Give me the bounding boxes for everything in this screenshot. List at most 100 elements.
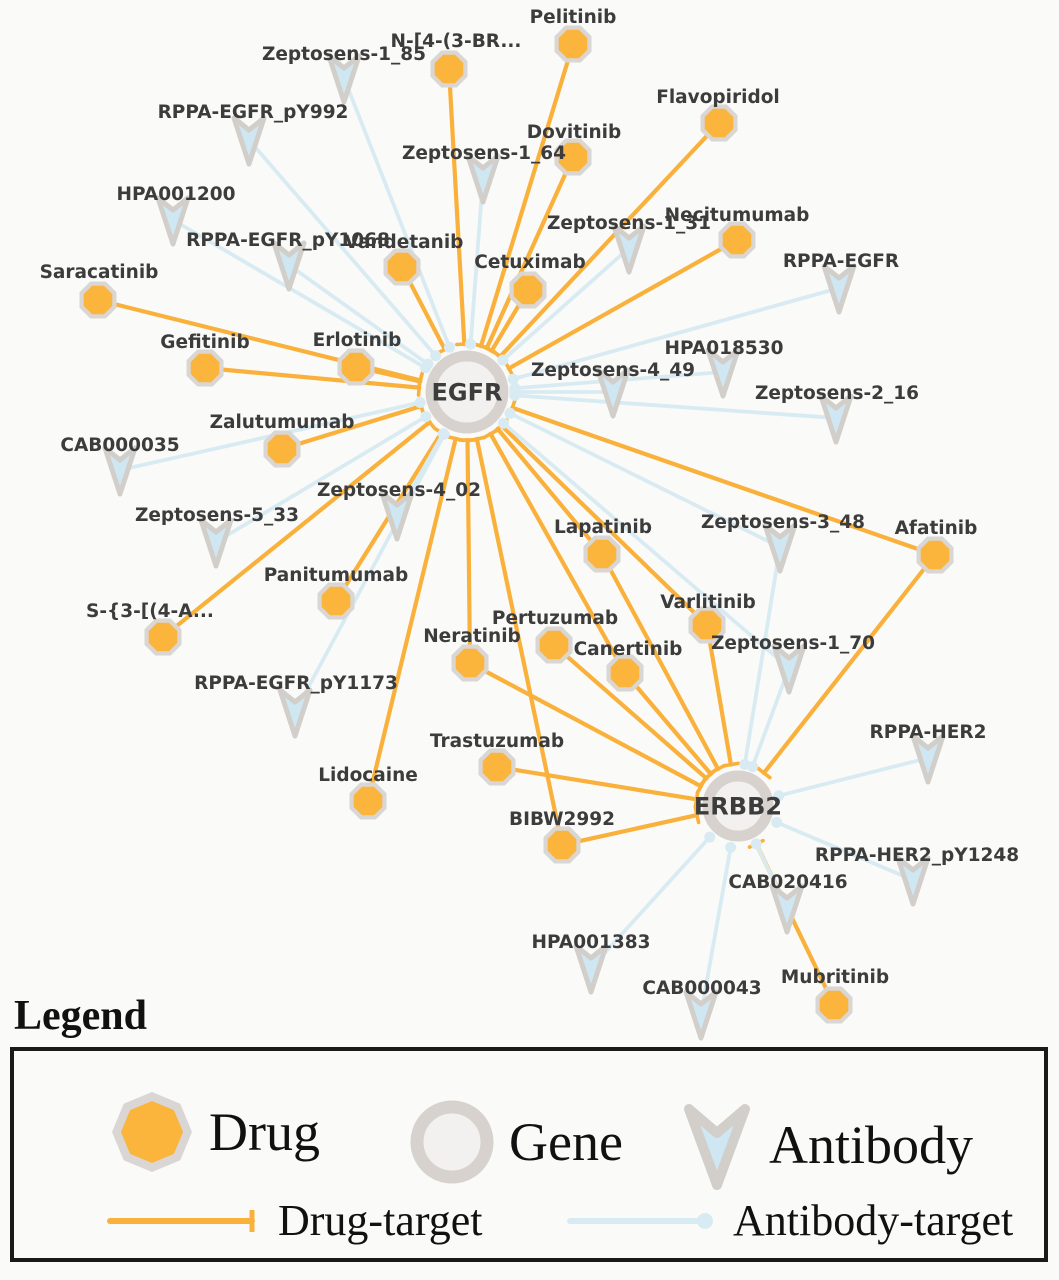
- drug-node-lapatinib[interactable]: [583, 535, 621, 573]
- antibody-node-cab020416[interactable]: [769, 883, 805, 935]
- drug-node-cetuximab[interactable]: [509, 271, 547, 309]
- antibody-node-cab000043[interactable]: [683, 989, 719, 1041]
- antibody-node-rppa-egfr-py1068[interactable]: [271, 240, 307, 292]
- legend-antibody-label: Antibody: [769, 1115, 974, 1175]
- antibody-label-zeptosens-4-02: Zeptosens-4_02: [317, 480, 481, 501]
- drug-node-necitumumab[interactable]: [718, 221, 756, 259]
- drug-label-zalutumumab: Zalutumumab: [210, 412, 355, 433]
- edge-varlitinib-erbb2: [707, 636, 741, 768]
- edge-cab000043-erbb2: [700, 841, 737, 1010]
- antibody-node-hpa001200[interactable]: [155, 195, 191, 247]
- antibody-label-rppa-egfr: RPPA-EGFR: [783, 251, 899, 272]
- drug-node-canertinib[interactable]: [606, 654, 644, 692]
- antibody-node-zeptosens-4-02[interactable]: [379, 490, 415, 542]
- drug-label-pertuzumab: Pertuzumab: [492, 608, 618, 629]
- antibody-label-rppa-egfr-py1068: RPPA-EGFR_pY1068: [186, 230, 390, 251]
- antibody-node-zeptosens-1-85[interactable]: [326, 53, 362, 105]
- antibody-label-zeptosens-1-64: Zeptosens-1_64: [402, 143, 566, 164]
- drug-node-pertuzumab[interactable]: [535, 626, 573, 664]
- drug-node-pelitinib[interactable]: [554, 25, 592, 63]
- drug-label-n-4-3-br: N-[4-(3-BR...: [391, 31, 522, 52]
- drug-node-vandetanib[interactable]: [383, 248, 421, 286]
- edge-trastuzumab-erbb2: [508, 767, 700, 809]
- antibody-node-zeptosens-1-70[interactable]: [771, 643, 807, 695]
- drug-node-dovitinib[interactable]: [554, 138, 592, 176]
- antibody-node-zeptosens-1-64[interactable]: [465, 153, 501, 205]
- edge-rppa-egfr-egfr: [507, 287, 836, 385]
- legend-title: Legend: [14, 993, 148, 1039]
- antibody-label-hpa018530: HPA018530: [665, 338, 784, 359]
- antibody-label-rppa-egfr-py1173: RPPA-EGFR_pY1173: [194, 673, 398, 694]
- gene-node-egfr[interactable]: [425, 350, 509, 434]
- antibody-node-rppa-her2[interactable]: [910, 733, 946, 785]
- antibody-target-edge-icon: [567, 1213, 713, 1229]
- drug-label-canertinib: Canertinib: [574, 639, 683, 660]
- antibody-node-hpa001383[interactable]: [573, 943, 609, 995]
- edge-rppa-egfr-py1068-egfr: [291, 266, 434, 370]
- drug-node-lidocaine[interactable]: [349, 782, 387, 820]
- antibody-node-cab000035[interactable]: [102, 445, 138, 497]
- edge-rppa-egfr-py1173-egfr: [295, 428, 450, 709]
- drug-label-necitumumab: Necitumumab: [665, 205, 810, 226]
- edge-zeptosens-1-85-egfr: [344, 81, 455, 353]
- drug-node-n-4-3-br[interactable]: [430, 50, 468, 88]
- antibody-node-hpa018530[interactable]: [705, 347, 741, 399]
- edge-rppa-her2-erbb2: [773, 757, 925, 802]
- legend-antibody-target-label: Antibody-target: [733, 1196, 1014, 1245]
- drug-node-erlotinib[interactable]: [337, 348, 375, 386]
- labels-layer: EGFR ERBB2 Pelitinib N-[4-(3-BR... Dovitinib…: [40, 7, 1020, 999]
- antibody-node-rppa-egfr[interactable]: [821, 263, 857, 315]
- drug-node-varlitinib[interactable]: [688, 606, 726, 644]
- drug-node-trastuzumab[interactable]: [478, 748, 516, 786]
- drug-label-s-3-4-a: S-{3-[(4-A...: [86, 601, 214, 622]
- antibody-node-zeptosens-2-16[interactable]: [818, 393, 854, 445]
- drug-node-zalutumumab[interactable]: [263, 430, 301, 468]
- antibody-node-rppa-egfr-py992[interactable]: [231, 115, 267, 167]
- antibody-node-rppa-egfr-py1173[interactable]: [277, 687, 313, 739]
- drug-label-trastuzumab: Trastuzumab: [430, 731, 564, 752]
- edge-bibw2992-erbb2: [573, 805, 701, 845]
- edge-afatinib-erbb2: [756, 563, 929, 780]
- antibody-label-zeptosens-3-48: Zeptosens-3_48: [701, 512, 865, 533]
- drug-node-s-3-4-a[interactable]: [144, 618, 182, 656]
- antibody-label-rppa-her2: RPPA-HER2: [870, 722, 987, 743]
- drug-node-afatinib[interactable]: [916, 536, 954, 574]
- gene-node-erbb2[interactable]: [702, 770, 774, 842]
- antibody-node-rppa-her2-py1248[interactable]: [895, 855, 931, 907]
- antibody-label-zeptosens-1-70: Zeptosens-1_70: [711, 633, 875, 654]
- antibody-node-zeptosens-3-48[interactable]: [762, 522, 798, 574]
- legend-item-antibody-target: Antibody-target: [564, 1199, 1013, 1243]
- antibody-node-zeptosens-5-33[interactable]: [198, 517, 234, 569]
- drug-node-gefitinib[interactable]: [186, 349, 224, 387]
- antibody-label-cab020416: CAB020416: [728, 872, 847, 893]
- drug-node-panitumumab[interactable]: [317, 582, 355, 620]
- edge-rppa-egfr-py992-egfr: [251, 142, 442, 362]
- edges-layer: [109, 55, 929, 1010]
- edge-rppa-her2-py1248-erbb2: [771, 816, 910, 880]
- edge-zeptosens-1-70-egfr: [497, 417, 787, 666]
- drug-label-mubritinib: Mubritinib: [781, 967, 889, 988]
- drug-node-flavopiridol[interactable]: [700, 104, 738, 142]
- antibody-node-zeptosens-1-31[interactable]: [611, 223, 647, 275]
- nodes-layer: [79, 25, 954, 1041]
- drug-label-lidocaine: Lidocaine: [318, 765, 418, 786]
- drug-label-afatinib: Afatinib: [895, 518, 978, 539]
- legend-item-gene: Gene: [409, 1099, 623, 1185]
- drug-label-flavopiridol: Flavopiridol: [656, 87, 780, 108]
- edge-zeptosens-3-48-erbb2: [739, 551, 781, 771]
- drug-node-mubritinib[interactable]: [815, 986, 853, 1024]
- antibody-label-zeptosens-5-33: Zeptosens-5_33: [135, 505, 299, 526]
- drug-node-neratinib[interactable]: [451, 644, 489, 682]
- edge-zeptosens-1-31-egfr: [497, 250, 627, 366]
- drug-node-bibw2992[interactable]: [543, 826, 581, 864]
- drug-label-vandetanib: Vandetanib: [345, 232, 464, 253]
- drug-label-dovitinib: Dovitinib: [527, 122, 621, 143]
- antibody-node-icon: [684, 1104, 750, 1190]
- drug-label-varlitinib: Varlitinib: [660, 592, 756, 613]
- edge-canertinib-erbb2: [631, 681, 719, 781]
- antibody-node-zeptosens-4-49[interactable]: [595, 367, 631, 419]
- drug-node-saracatinib[interactable]: [79, 281, 117, 319]
- legend-drug-label: Drug: [209, 1102, 320, 1162]
